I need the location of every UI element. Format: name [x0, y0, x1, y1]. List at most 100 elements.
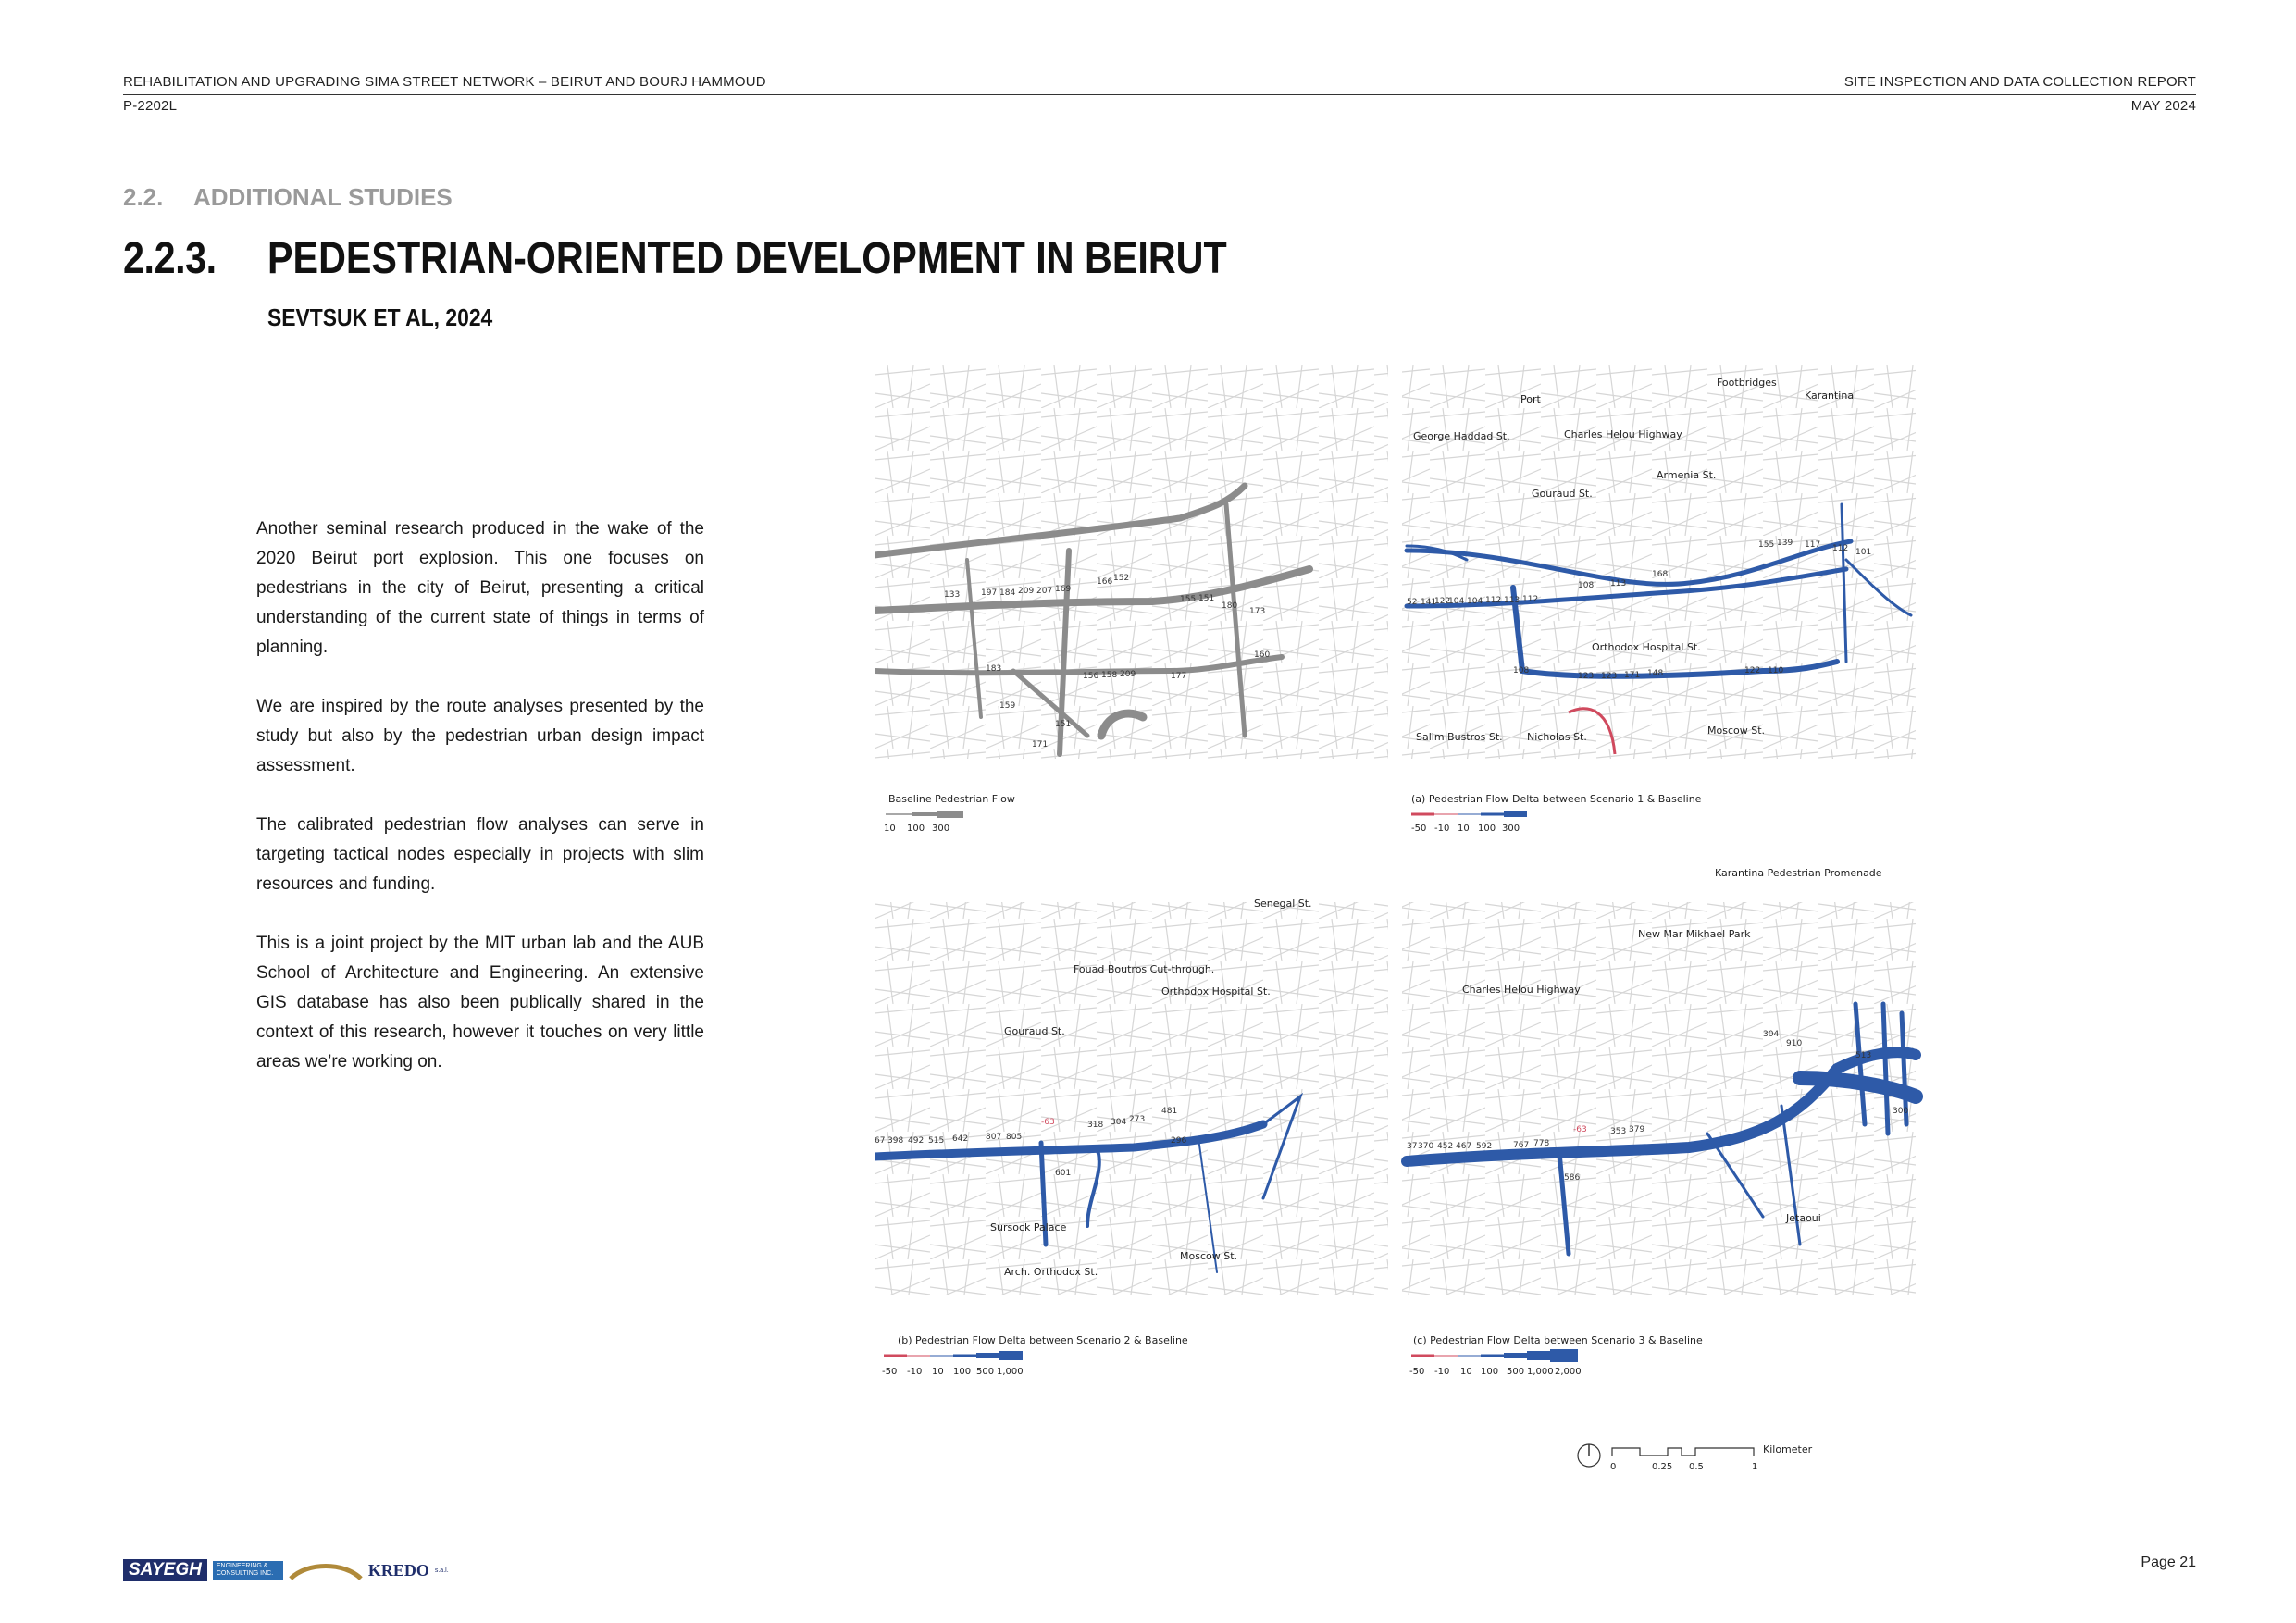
- scenario2-flow-lines: [870, 1092, 1304, 1273]
- place-moscow-b: Moscow St.: [1180, 1250, 1237, 1262]
- svg-text:184: 184: [999, 588, 1015, 598]
- svg-text:113: 113: [1504, 596, 1520, 605]
- svg-text:101: 101: [1855, 548, 1871, 557]
- project-title: REHABILITATION AND UPGRADING SIMA STREET…: [123, 74, 766, 90]
- svg-text:67: 67: [875, 1136, 885, 1146]
- baseline-labels: 133 197 184 209 207 169 166 152 155 151 18017…: [944, 574, 1270, 750]
- place-nicholas: Nicholas St.: [1527, 731, 1587, 743]
- svg-text:592: 592: [1476, 1142, 1492, 1151]
- svg-text:10: 10: [932, 1367, 944, 1377]
- svg-text:492: 492: [908, 1136, 924, 1146]
- svg-text:104: 104: [1448, 597, 1464, 606]
- svg-text:-63: -63: [1041, 1118, 1055, 1127]
- svg-text:353: 353: [1610, 1127, 1626, 1136]
- svg-text:168: 168: [1652, 570, 1668, 579]
- scenario1-legend: -50 -10 10 100 300: [1411, 812, 1527, 834]
- svg-text:0.5: 0.5: [1689, 1462, 1704, 1472]
- svg-text:171: 171: [1032, 740, 1048, 750]
- svg-text:37: 37: [1407, 1142, 1417, 1151]
- scenario2-caption: (b) Pedestrian Flow Delta between Scenar…: [898, 1334, 1188, 1346]
- scenario2-map: [875, 902, 1388, 1295]
- svg-text:209: 209: [1018, 587, 1034, 596]
- place-armenia: Armenia St.: [1657, 469, 1716, 481]
- svg-text:123: 123: [1578, 672, 1594, 681]
- svg-text:452: 452: [1437, 1142, 1453, 1151]
- svg-text:1,000: 1,000: [997, 1367, 1024, 1377]
- svg-text:100: 100: [953, 1367, 971, 1377]
- svg-text:117: 117: [1805, 540, 1820, 550]
- svg-text:122: 122: [1434, 597, 1450, 606]
- svg-text:209: 209: [1120, 670, 1136, 679]
- baseline-legend: 10 100 300: [884, 811, 963, 834]
- section-title: ADDITIONAL STUDIES: [193, 183, 453, 211]
- svg-text:379: 379: [1629, 1125, 1644, 1134]
- svg-text:112: 112: [1522, 595, 1538, 604]
- scenario3-caption: (c) Pedestrian Flow Delta between Scenar…: [1413, 1334, 1703, 1346]
- svg-text:10: 10: [1460, 1367, 1472, 1377]
- kredo-logo: KREDO: [367, 1560, 429, 1580]
- svg-text:300: 300: [1502, 824, 1520, 834]
- svg-text:139: 139: [1777, 539, 1793, 548]
- svg-text:10: 10: [1458, 824, 1470, 834]
- svg-text:122: 122: [1744, 666, 1760, 675]
- svg-text:148: 148: [1647, 669, 1663, 678]
- scenario3-labels: 37 370 452 467 592 767 778 -63 353 379 586 304 9…: [1407, 1030, 1908, 1183]
- svg-text:500: 500: [1507, 1367, 1524, 1377]
- scenario1-flow-lines: [1404, 502, 1913, 679]
- svg-text:-10: -10: [1434, 1367, 1449, 1377]
- svg-text:159: 159: [999, 701, 1015, 711]
- svg-text:100: 100: [1478, 824, 1496, 834]
- place-karantina-promenade: Karantina Pedestrian Promenade: [1715, 867, 1882, 879]
- svg-text:160: 160: [1254, 650, 1270, 660]
- author-line: SEVTSUK ET AL, 2024: [267, 304, 493, 331]
- svg-text:166: 166: [1097, 577, 1112, 587]
- svg-text:112: 112: [1485, 596, 1501, 605]
- svg-text:513: 513: [1855, 1051, 1871, 1060]
- svg-text:155: 155: [1758, 540, 1774, 550]
- paragraph-1: Another seminal research produced in the…: [256, 519, 704, 657]
- svg-text:767: 767: [1513, 1141, 1529, 1150]
- scale-bar: 0 0.25 0.5 1 Kilometer: [1610, 1443, 1813, 1472]
- paragraph-4: This is a joint project by the MIT urban…: [256, 934, 704, 1072]
- kredo-suffix: s.a.l.: [434, 1567, 449, 1574]
- svg-text:805: 805: [1006, 1133, 1022, 1142]
- header-divider: [123, 94, 2196, 95]
- sayegh-logo: SAYEGH: [123, 1559, 207, 1581]
- scenario2-labels: 67 398 492 515 642 807 805 -63 318 304 273 481 6…: [875, 1107, 1186, 1178]
- svg-text:-50: -50: [1409, 1367, 1424, 1377]
- svg-text:296: 296: [1171, 1136, 1186, 1146]
- svg-text:173: 173: [1249, 607, 1265, 616]
- svg-text:10: 10: [884, 824, 896, 834]
- svg-text:169: 169: [1055, 585, 1071, 594]
- svg-text:467: 467: [1456, 1142, 1471, 1151]
- north-arrow-icon: [1577, 1443, 1601, 1468]
- scenario1-map: [1402, 365, 1916, 759]
- place-fouad-boutros: Fouad Boutros Cut-through.: [1074, 963, 1214, 975]
- subsection-title: PEDESTRIAN-ORIENTED DEVELOPMENT IN BEIRU…: [267, 234, 1227, 283]
- svg-text:113: 113: [1610, 579, 1626, 588]
- place-moscow-a: Moscow St.: [1707, 725, 1765, 737]
- project-code: P-2202L: [123, 98, 178, 114]
- place-orthodox-hospital: Orthodox Hospital St.: [1592, 641, 1701, 653]
- report-date: MAY 2024: [2130, 98, 2196, 114]
- place-mar-mikhael-park: New Mar Mikhael Park: [1638, 928, 1751, 940]
- place-gouraud-b: Gouraud St.: [1004, 1025, 1065, 1037]
- svg-text:207: 207: [1036, 587, 1052, 596]
- svg-text:108: 108: [1513, 666, 1529, 675]
- place-arch-orthodox: Arch. Orthodox St.: [1004, 1266, 1098, 1278]
- svg-text:183: 183: [986, 664, 1001, 674]
- scenario1-decrease-line: [1568, 707, 1617, 755]
- svg-text:155: 155: [1180, 595, 1196, 604]
- flow-maps-svg: 133 197 184 209 207 169 166 152 155 151 18017…: [870, 365, 1923, 1472]
- place-senegal: Senegal St.: [1254, 898, 1312, 910]
- svg-text:100: 100: [907, 824, 925, 834]
- baseline-map: [875, 365, 1388, 759]
- scenario2-legend: -50 -10 10 100 500 1,000: [882, 1351, 1024, 1377]
- svg-text:515: 515: [928, 1136, 944, 1146]
- footer-logos: SAYEGH ENGINEERING & CONSULTING INC. KRE…: [123, 1559, 449, 1581]
- place-charles-helou-c: Charles Helou Highway: [1462, 984, 1581, 996]
- paragraph-2: We are inspired by the route analyses pr…: [256, 697, 704, 775]
- pedestrian-flow-figure: 133 197 184 209 207 169 166 152 155 151 180 17…: [870, 365, 1930, 1485]
- svg-text:-50: -50: [1411, 824, 1426, 834]
- page-number: Page 21: [2141, 1555, 2196, 1570]
